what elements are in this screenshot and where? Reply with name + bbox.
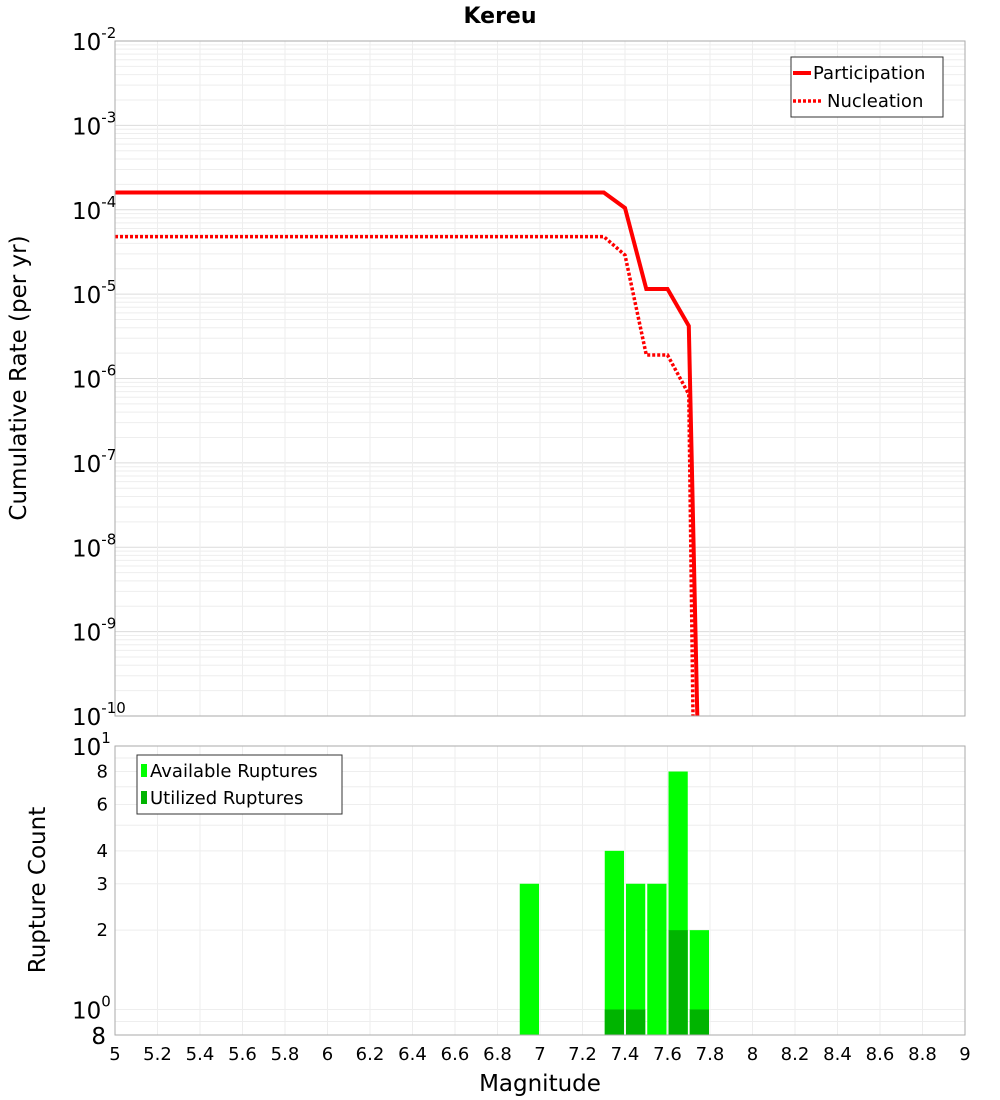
- x-tick-label: 8.2: [781, 1044, 810, 1065]
- bottom-legend: Available Ruptures Utilized Ruptures: [136, 754, 343, 815]
- x-tick-label: 9: [959, 1044, 970, 1065]
- top-plot-border: [114, 40, 966, 717]
- bottom-y-tick-label: 8: [91, 1024, 106, 1050]
- x-tick-label: 6.4: [398, 1044, 427, 1065]
- top-plot: 10-2 10-3 10-4 10-5 10-6 10-7 10-8 10-9 10-10 Cu…: [6, 24, 966, 731]
- bottom-y-tick-label: 3: [97, 874, 108, 895]
- bottom-y-tick-label: 100: [72, 992, 111, 1024]
- bar-utilized-ruptures: [689, 1009, 709, 1035]
- x-tick-label: 7: [534, 1044, 545, 1065]
- legend-label: Nucleation: [827, 91, 923, 112]
- top-y-tick-label: 10-9: [72, 615, 116, 647]
- bottom-legend-box: [136, 754, 343, 815]
- x-tick-label: 5.6: [228, 1044, 257, 1065]
- bottom-y-tick-label: 4: [97, 841, 108, 862]
- bar-available-ruptures: [689, 930, 709, 1035]
- legend-swatch: [141, 791, 147, 804]
- bar-available-ruptures: [519, 883, 539, 1035]
- x-tick-label: 7.8: [696, 1044, 725, 1065]
- x-axis-label: Magnitude: [479, 1071, 601, 1097]
- x-tick-label: 5.8: [271, 1044, 300, 1065]
- legend-label: Participation: [813, 63, 925, 84]
- top-y-tick-label: 10-10: [72, 699, 126, 731]
- x-tick-label: 7.6: [653, 1044, 682, 1065]
- top-y-tick-label: 10-6: [72, 362, 116, 394]
- top-y-tick-label: 10-8: [72, 530, 116, 562]
- legend-label: Utilized Ruptures: [150, 788, 303, 809]
- top-y-tick-label: 10-4: [72, 193, 116, 225]
- legend-swatch: [141, 764, 147, 777]
- x-tick-label: 6: [322, 1044, 333, 1065]
- top-y-tick-label: 10-5: [72, 277, 116, 309]
- x-tick-label: 8.4: [823, 1044, 852, 1065]
- top-y-tick-label: 10-7: [72, 446, 116, 478]
- top-y-tick-label: 10-3: [72, 108, 116, 140]
- bar-available-ruptures: [626, 883, 646, 1035]
- bar-available-ruptures: [604, 850, 624, 1035]
- x-ticks: 5 5.2 5.4 5.6 5.8 6 6.2 6.4 6.6 6.8 7 7.2 7.4 7.6 7.8 8…: [109, 1044, 970, 1065]
- top-legend-box: [790, 56, 944, 118]
- x-tick-label: 8: [747, 1044, 758, 1065]
- legend-label: Available Ruptures: [150, 761, 318, 782]
- bottom-y-axis-label: Rupture Count: [25, 807, 51, 973]
- top-y-tick-label: 10-2: [72, 24, 116, 56]
- x-tick-label: 5.4: [186, 1044, 215, 1065]
- bottom-y-tick-label: 6: [97, 794, 108, 815]
- bottom-y-tick-label: 101: [72, 729, 111, 761]
- chart-title: Kereu: [463, 4, 536, 29]
- bottom-y-tick-label: 2: [97, 920, 108, 941]
- x-tick-label: 6.6: [441, 1044, 470, 1065]
- bar-utilized-ruptures: [604, 1009, 624, 1035]
- x-tick-label: 8.6: [866, 1044, 895, 1065]
- top-series: [115, 190, 700, 717]
- x-tick-label: 8.8: [908, 1044, 937, 1065]
- bottom-plot-border: [114, 745, 966, 1036]
- top-y-axis-label: Cumulative Rate (per yr): [6, 235, 32, 520]
- x-tick-label: 5.2: [143, 1044, 172, 1065]
- top-y-ticks: 10-2 10-3 10-4 10-5 10-6 10-7 10-8 10-9 10-10: [72, 24, 126, 731]
- x-tick-label: 7.4: [611, 1044, 640, 1065]
- bottom-bars: [519, 771, 709, 1035]
- bar-available-ruptures: [647, 883, 667, 1035]
- bar-utilized-ruptures: [668, 930, 688, 1035]
- x-tick-label: 6.8: [483, 1044, 512, 1065]
- bottom-y-tick-label: 8: [97, 762, 108, 783]
- series-line-participation: [115, 190, 700, 717]
- x-tick-label: 7.2: [568, 1044, 597, 1065]
- x-tick-label: 6.2: [356, 1044, 385, 1065]
- bar-utilized-ruptures: [626, 1009, 646, 1035]
- top-legend: Participation Nucleation: [790, 56, 944, 118]
- top-grid: [114, 41, 966, 717]
- x-tick-label: 5: [109, 1044, 120, 1065]
